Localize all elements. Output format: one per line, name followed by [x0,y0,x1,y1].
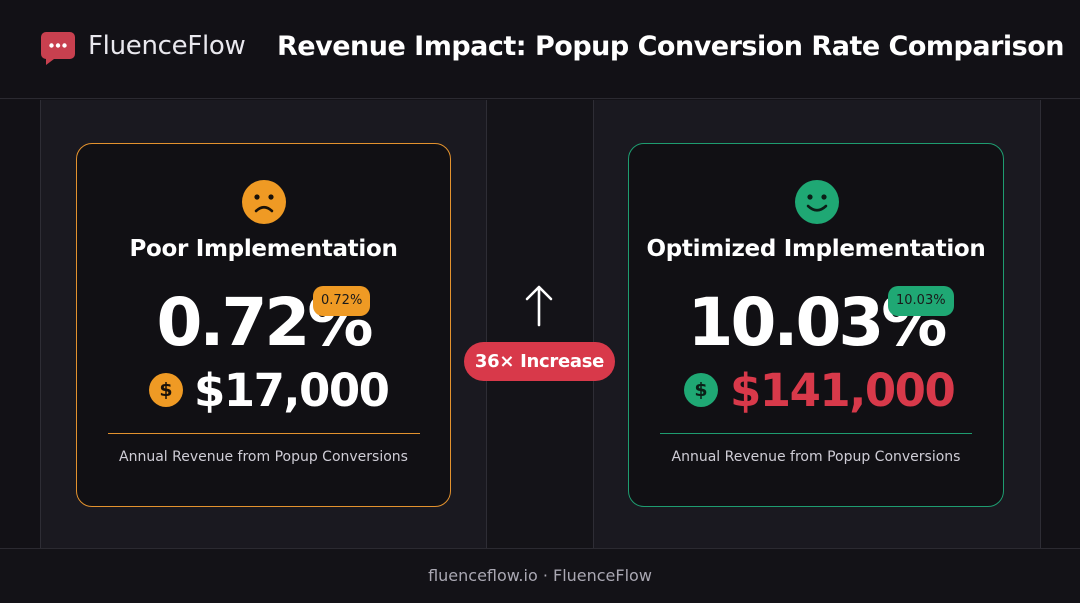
conversion-rate: 0.72% [156,284,374,361]
arrow-up-icon [525,285,553,327]
dollar-icon: $ [149,373,183,407]
happy-face-icon [795,180,839,224]
increase-badge: 36× Increase [464,342,615,381]
divider-line [0,548,1080,549]
revenue-caption: Annual Revenue from Popup Conversions [119,449,408,465]
optimized-implementation-card: Optimized Implementation 10.03% 10.03% $… [628,143,1004,507]
annual-revenue: $141,000 [730,364,956,417]
card-title: Optimized Implementation [646,236,986,262]
rate-badge: 10.03% [888,286,954,316]
dollar-icon: $ [684,373,718,407]
sad-face-icon [242,180,286,224]
revenue-caption: Annual Revenue from Popup Conversions [671,449,961,465]
poor-implementation-card: Poor Implementation 0.72% 0.72% $ $17,00… [76,143,451,507]
card-title: Poor Implementation [129,236,398,262]
footer-text: fluenceflow.io · FluenceFlow [428,566,652,585]
page-title: Revenue Impact: Popup Conversion Rate Co… [277,31,1065,62]
rate-badge: 0.72% [313,286,371,316]
chat-bubble-logo-icon [41,32,75,65]
card-divider [660,433,972,434]
header: FluenceFlow Revenue Impact: Popup Conver… [0,0,1080,99]
brand-name: FluenceFlow [88,31,246,61]
card-divider [108,433,420,434]
annual-revenue: $17,000 [194,364,390,417]
